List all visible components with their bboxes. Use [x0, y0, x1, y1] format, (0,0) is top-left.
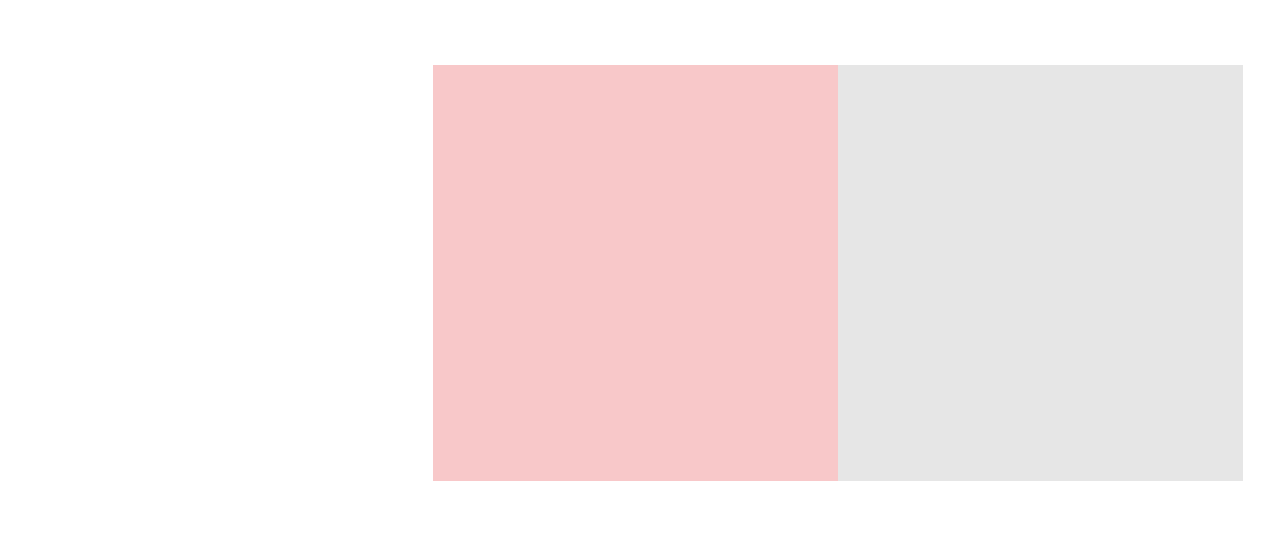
tier3-column-background — [433, 65, 838, 481]
tier2-hospital-count — [838, 106, 1106, 142]
tier3-current-level — [433, 142, 701, 178]
tier3-hospital-count — [433, 106, 701, 142]
tier2-group-header — [838, 69, 1243, 105]
figure-title — [40, 31, 58, 61]
tier3-group-header — [433, 69, 838, 105]
tier2-current-level — [838, 142, 1106, 178]
tier2-column-background — [838, 65, 1243, 481]
